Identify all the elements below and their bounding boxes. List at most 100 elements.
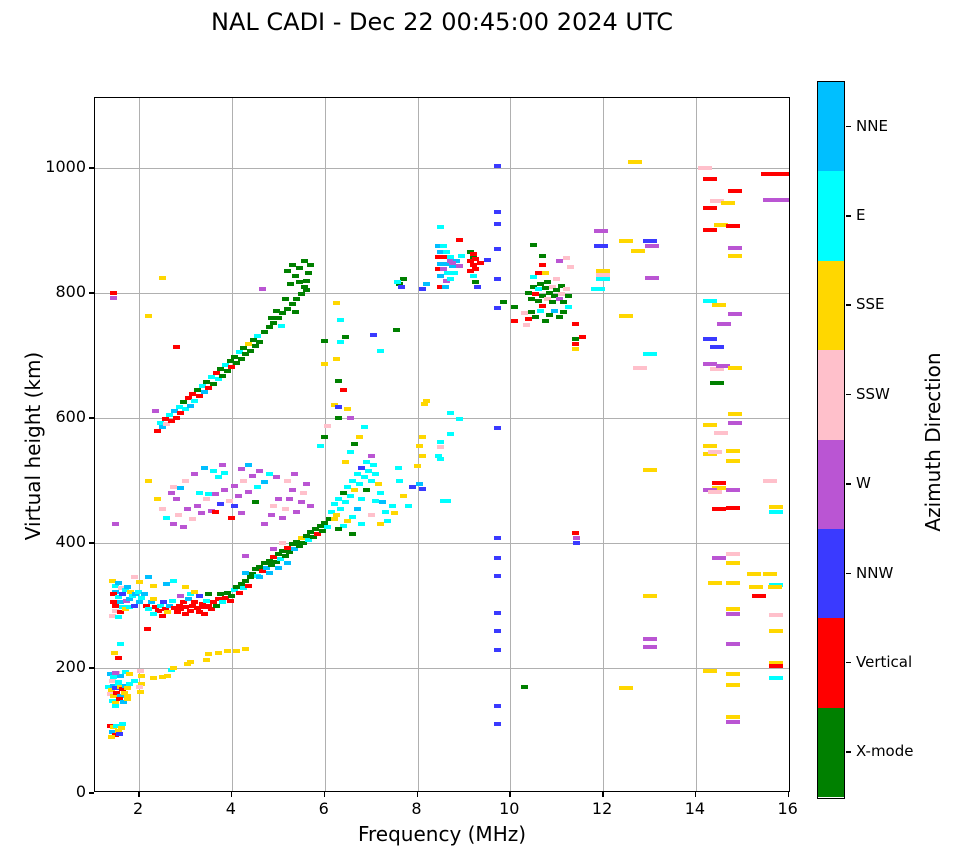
data-point xyxy=(263,566,271,570)
data-point xyxy=(726,506,740,510)
data-point xyxy=(279,516,287,520)
data-point xyxy=(346,450,354,455)
data-point xyxy=(702,422,717,427)
data-point xyxy=(112,704,120,709)
data-point xyxy=(260,329,268,334)
data-point xyxy=(716,321,731,326)
data-point xyxy=(483,257,491,262)
data-point xyxy=(726,552,740,557)
data-point xyxy=(527,309,535,314)
data-point xyxy=(105,684,113,689)
data-point xyxy=(300,258,308,263)
data-point xyxy=(627,160,642,165)
colorbar-tick xyxy=(846,483,851,485)
data-point xyxy=(195,491,203,495)
data-point xyxy=(311,527,319,532)
data-point xyxy=(726,672,740,677)
data-point xyxy=(472,256,479,261)
data-point xyxy=(144,607,152,612)
colorbar-tick-label: NNW xyxy=(856,563,894,582)
data-point xyxy=(376,522,384,527)
data-point xyxy=(291,472,298,477)
data-point xyxy=(161,606,169,611)
gridline-x xyxy=(231,98,233,791)
data-point xyxy=(251,344,259,349)
data-point xyxy=(189,603,197,608)
data-point xyxy=(147,600,155,605)
data-point xyxy=(346,494,354,499)
data-point xyxy=(270,547,278,552)
gridline-x xyxy=(510,98,512,791)
data-point xyxy=(170,522,178,527)
data-point xyxy=(321,362,329,367)
data-point xyxy=(242,571,250,575)
data-point xyxy=(260,561,268,565)
data-point xyxy=(114,679,122,684)
data-point xyxy=(284,306,292,311)
data-point xyxy=(158,613,166,618)
x-tick-label: 12 xyxy=(591,799,613,818)
data-point xyxy=(281,506,289,511)
data-point xyxy=(332,301,340,305)
data-point xyxy=(437,284,445,289)
data-point xyxy=(272,475,280,480)
colorbar-segment-x-mode xyxy=(818,707,844,798)
data-point xyxy=(237,581,245,586)
data-point xyxy=(149,612,157,617)
data-point xyxy=(107,734,115,739)
data-point xyxy=(328,509,336,514)
data-point xyxy=(365,469,373,474)
data-point xyxy=(205,386,213,390)
x-tick-label: 2 xyxy=(133,799,144,818)
data-point xyxy=(114,682,122,687)
data-point xyxy=(134,589,142,594)
data-point xyxy=(728,366,743,370)
data-point xyxy=(698,166,713,170)
data-point xyxy=(168,491,176,495)
data-point xyxy=(726,581,740,585)
data-point xyxy=(562,256,570,260)
data-point xyxy=(467,258,475,263)
data-point xyxy=(321,521,329,525)
data-point xyxy=(260,479,268,484)
data-point xyxy=(442,249,450,254)
data-point xyxy=(423,281,431,286)
data-point xyxy=(337,339,345,344)
data-point xyxy=(300,284,308,289)
data-point xyxy=(214,377,222,382)
data-point xyxy=(416,481,424,486)
gridline-y xyxy=(95,418,789,419)
data-point xyxy=(726,487,740,492)
data-point xyxy=(175,512,182,517)
data-point xyxy=(230,503,238,508)
data-point xyxy=(242,647,250,652)
data-point xyxy=(135,600,143,605)
data-point xyxy=(242,352,250,357)
data-point xyxy=(768,504,783,509)
y-tick-label: 800 xyxy=(55,282,86,301)
data-point xyxy=(163,581,171,586)
data-point xyxy=(372,472,380,477)
data-point xyxy=(124,584,132,589)
data-point xyxy=(110,674,118,679)
data-point xyxy=(520,311,528,315)
data-point xyxy=(437,249,445,254)
data-point xyxy=(281,297,289,302)
data-point xyxy=(130,603,138,608)
data-point xyxy=(300,541,308,545)
data-point xyxy=(534,298,542,303)
data-point xyxy=(209,381,217,386)
data-point xyxy=(709,381,724,385)
data-point xyxy=(572,541,580,545)
data-point xyxy=(564,294,572,299)
data-point xyxy=(439,498,447,503)
data-point xyxy=(714,431,729,435)
colorbar-tick xyxy=(846,215,851,217)
data-point xyxy=(712,481,727,485)
data-point xyxy=(318,528,326,533)
colorbar-tick xyxy=(846,304,851,306)
data-point xyxy=(712,302,727,307)
data-point xyxy=(214,597,222,602)
data-point xyxy=(642,637,657,642)
data-point xyxy=(202,657,210,662)
